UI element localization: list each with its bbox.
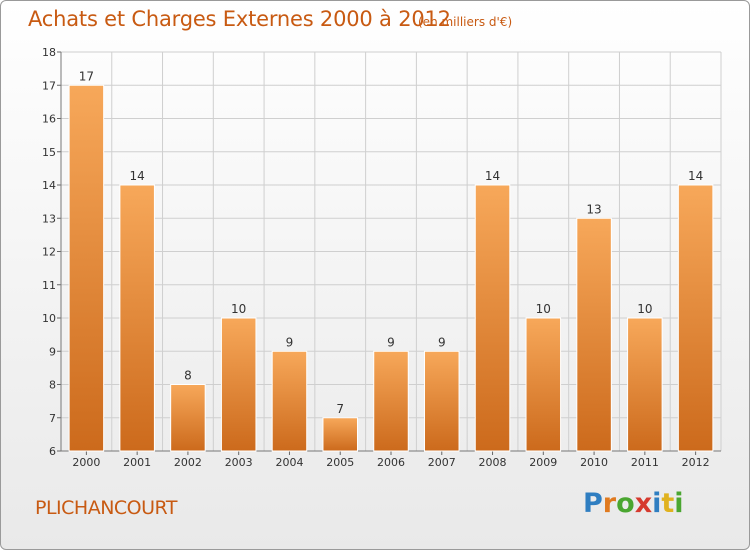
- bar-2010[interactable]: [576, 217, 612, 452]
- chart-title: Achats et Charges Externes 2000 à 2012: [28, 7, 451, 31]
- x-tick-label-2008: 2008: [479, 456, 507, 469]
- bar-2001[interactable]: [119, 184, 155, 452]
- y-tick-label: 16: [42, 113, 56, 126]
- y-tick-label: 18: [42, 46, 56, 59]
- bar-2009[interactable]: [525, 317, 562, 452]
- y-tick-label: 8: [49, 379, 56, 392]
- x-tick-label-2010: 2010: [580, 456, 608, 469]
- commune-name: PLICHANCOURT: [35, 497, 177, 519]
- data-label-2008: 14: [485, 169, 500, 183]
- proxiti-logo[interactable]: Proxiti: [583, 488, 684, 519]
- logo-letter: x: [634, 488, 653, 519]
- data-label-2006: 9: [387, 335, 395, 349]
- data-label-2012: 14: [688, 169, 703, 183]
- data-label-2002: 8: [184, 369, 192, 383]
- x-tick-label-2004: 2004: [275, 456, 303, 469]
- x-tick-label-2001: 2001: [123, 456, 151, 469]
- x-tick-label-2000: 2000: [72, 456, 100, 469]
- data-label-2000: 17: [79, 69, 94, 83]
- bar-2000[interactable]: [68, 84, 105, 452]
- x-tick-label-2011: 2011: [631, 456, 659, 469]
- logo-letter: i: [652, 488, 662, 519]
- logo-letter: t: [661, 488, 675, 519]
- bar-2004[interactable]: [271, 350, 308, 452]
- data-label-2011: 10: [637, 302, 652, 316]
- y-tick-label: 7: [49, 412, 56, 425]
- bar-2002[interactable]: [170, 384, 206, 452]
- x-tick-label-2005: 2005: [326, 456, 354, 469]
- y-tick-label: 14: [42, 179, 56, 192]
- data-label-2003: 10: [231, 302, 246, 316]
- logo-letter: r: [602, 488, 617, 519]
- x-tick-label-2003: 2003: [225, 456, 253, 469]
- x-tick-label-2002: 2002: [174, 456, 202, 469]
- chart-subtitle: (en milliers d'€): [418, 15, 513, 29]
- axis-layer: 6 7 8 9 10 11 12 13 14 15 16 17 18 2000 2001 2002 2003 20…: [42, 46, 721, 469]
- bar-2007[interactable]: [424, 350, 460, 452]
- bar-2003[interactable]: [220, 317, 257, 452]
- x-tick-label-2006: 2006: [377, 456, 405, 469]
- y-tick-label: 10: [42, 312, 56, 325]
- bar-2011[interactable]: [627, 317, 663, 452]
- logo-letter: o: [616, 488, 635, 519]
- bar-2008[interactable]: [474, 184, 511, 452]
- data-label-2005: 7: [336, 402, 344, 416]
- label-layer: 17 14 8 10 9 7 9 9 14 10 13 10 14: [79, 69, 704, 416]
- data-label-2009: 10: [536, 302, 551, 316]
- x-tick-label-2007: 2007: [428, 456, 456, 469]
- bar-2006[interactable]: [373, 350, 409, 452]
- y-tick-label: 9: [49, 345, 56, 358]
- y-tick-label: 6: [49, 445, 56, 458]
- y-tick-label: 17: [42, 79, 56, 92]
- y-tick-label: 11: [42, 279, 56, 292]
- data-label-2001: 14: [130, 169, 145, 183]
- bar-2012[interactable]: [677, 184, 714, 452]
- y-tick-label: 15: [42, 146, 56, 159]
- x-tick-label-2012: 2012: [682, 456, 710, 469]
- data-label-2010: 13: [586, 202, 601, 216]
- data-label-2004: 9: [286, 335, 294, 349]
- logo-letter: i: [674, 488, 684, 519]
- y-tick-label: 12: [42, 246, 56, 259]
- x-tick-label-2009: 2009: [529, 456, 557, 469]
- bar-layer: [68, 84, 714, 452]
- logo-letter: P: [583, 488, 603, 519]
- bar-2005[interactable]: [322, 417, 358, 452]
- y-tick-label: 13: [42, 212, 56, 225]
- data-label-2007: 9: [438, 335, 446, 349]
